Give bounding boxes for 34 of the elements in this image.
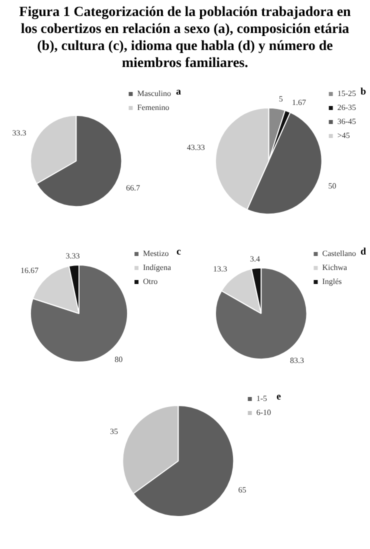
legend-label: 36-45 [337,117,356,126]
data-label: 5 [278,94,283,104]
legend-label: 1-5 [256,394,268,404]
legend-label: Castellano [322,249,356,258]
legend-label: Mestizo [143,249,169,258]
chart-title: Figura 1 Categorización de la población trabajadora en los cobertizos en relación a sexo (a), composición etária (b), cultura (c), idioma que habla (d) y número de miembros familiares. [18,4,352,73]
data-label: 66.7 [126,183,140,192]
data-label: 65 [238,485,246,494]
chart-subtitle: a [176,86,181,98]
data-label: 43.33 [186,143,205,152]
chart-title: c [176,246,182,258]
data-label: 13.3 [213,264,228,274]
chart-title: d [360,246,366,258]
legend-label: >45 [337,131,350,140]
legend-label: 26-35 [337,103,356,112]
legend-label: Masculino [137,89,172,98]
data-label: 80 [114,355,123,364]
chart-title: b [360,86,366,98]
legend-label: Inglés [322,277,342,286]
legend-label: Femenino [137,103,170,112]
chart-title: e [276,392,282,403]
legend-label: 6-10 [256,408,272,418]
legend-label: Otro [143,277,158,286]
data-label: 50 [328,181,336,190]
data-label: 3.33 [66,251,80,260]
data-label: 35 [110,426,118,436]
legend-label: 15-25 [337,89,356,98]
data-label: 16.67 [20,266,39,275]
data-label: 1.67 [292,98,306,108]
legend-label: Indígena [143,263,172,272]
data-label: 3.4 [250,254,260,264]
legend-label: Kichwa [322,263,348,272]
data-label: 83.3 [290,356,304,365]
data-label: 33.3 [12,128,26,138]
